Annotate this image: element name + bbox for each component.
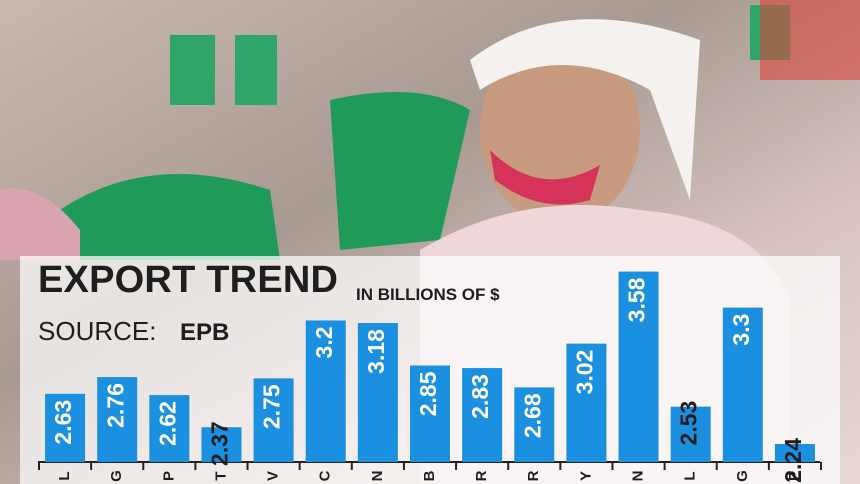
x-tick-label: C <box>317 470 334 481</box>
bar <box>97 377 138 462</box>
bar <box>618 271 659 462</box>
bar <box>410 365 450 462</box>
source-label: SOURCE: <box>38 316 156 346</box>
value-label: 3.02 <box>571 350 597 395</box>
bar <box>514 387 555 462</box>
bar <box>670 406 711 462</box>
bar <box>774 443 815 462</box>
value-label: 2.85 <box>415 371 441 416</box>
x-tick-label: G <box>108 470 125 482</box>
value-label: 3.58 <box>624 277 650 322</box>
x-tick-label: R <box>525 470 542 481</box>
value-label: 3.18 <box>363 329 389 374</box>
chart-title: EXPORT TREND <box>38 259 338 301</box>
value-label: 2.83 <box>467 374 493 419</box>
bar <box>566 343 607 462</box>
value-label: 2.68 <box>519 393 545 438</box>
value-label: 2.75 <box>259 384 285 429</box>
x-tick-label: Y <box>577 471 594 481</box>
bar <box>722 307 763 462</box>
value-label: 2.53 <box>676 401 702 446</box>
x-tick-label: N <box>369 471 386 482</box>
value-label: 2.76 <box>102 383 128 428</box>
x-tick-label: P <box>160 471 177 481</box>
bar <box>462 368 503 462</box>
bar <box>201 427 242 462</box>
x-tick-label: L <box>682 471 699 480</box>
x-tick-label: T <box>212 471 229 480</box>
value-label: 2.62 <box>154 401 180 446</box>
x-tick-label: P <box>786 471 803 481</box>
value-label: 2.37 <box>207 421 233 466</box>
source: EPB <box>180 319 229 346</box>
x-tick-label: G <box>734 470 751 482</box>
x-tick-label: L <box>56 471 73 480</box>
bar <box>45 393 86 462</box>
bar <box>357 323 398 462</box>
x-tick-label: N <box>630 471 647 482</box>
bar <box>253 378 294 462</box>
x-tick-label: B <box>421 470 438 481</box>
chart-subtitle: IN BILLIONS OF $ <box>356 285 500 304</box>
bar <box>149 395 190 462</box>
value-label: 3.2 <box>311 326 337 358</box>
value-label: 3.3 <box>728 314 754 346</box>
x-tick-label: R <box>473 470 490 481</box>
x-tick-label: V <box>265 471 282 481</box>
value-label: 2.24 <box>780 438 806 483</box>
value-label: 2.63 <box>50 400 76 445</box>
bar <box>305 320 346 462</box>
